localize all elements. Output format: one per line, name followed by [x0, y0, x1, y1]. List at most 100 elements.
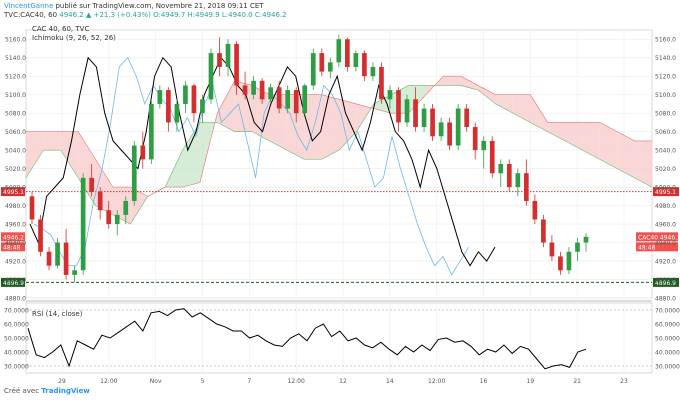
- candle-body: [80, 177, 86, 271]
- candle-body: [506, 164, 512, 188]
- horizontal-levels: 4995.1 4896.9 4995.1 4946.2 48:48 4896.9 CAC40…: [1, 187, 680, 287]
- candle-body: [72, 270, 77, 275]
- symbol-line: TVC:CAC40, 60 4946.2 ▲ +21.3 (+0.43%) O:…: [4, 11, 287, 19]
- x-tick-label: Nov: [150, 378, 162, 385]
- created-with-text: Créé avec: [4, 387, 40, 395]
- candle-body: [285, 90, 291, 109]
- candle-body: [310, 53, 316, 86]
- candle-body: [29, 196, 35, 220]
- y-tick-label-right: 4920.0: [655, 259, 676, 266]
- candle-body: [157, 90, 163, 104]
- candle-body: [268, 87, 273, 100]
- candle-body: [549, 242, 555, 257]
- x-tick-label: 16: [480, 378, 488, 385]
- candle-body: [515, 173, 521, 188]
- left-badge: [1, 242, 25, 252]
- price-badge-label: 48:48: [638, 244, 655, 251]
- cloud-segment: [617, 131, 635, 178]
- cloud-segment: [78, 131, 96, 206]
- candle-body: [55, 242, 60, 266]
- candles: [29, 34, 589, 283]
- x-tick-label: 7: [247, 378, 251, 385]
- left-badge-label: 4946.2: [3, 234, 24, 241]
- tenkan-kijun-line: [33, 57, 470, 276]
- price-line: [29, 56, 496, 267]
- rsi-tick-label-right: 30.0000: [655, 364, 680, 371]
- y-tick-label-left: 5120.0: [5, 74, 26, 81]
- change-text: 4946.2 ▲ +21.3 (+0.43%): [59, 11, 151, 19]
- rsi-line: [27, 308, 587, 370]
- candle-body: [217, 53, 222, 67]
- y-tick-label-right: 5140.0: [655, 55, 676, 62]
- grid: [26, 30, 652, 373]
- candle-body: [362, 53, 367, 77]
- y-tick-label-right: 5160.0: [655, 37, 676, 44]
- candle-body: [302, 85, 308, 114]
- y-tick-label-left: 4980.0: [5, 203, 26, 210]
- rsi-tick-label-right: 70.0000: [655, 308, 680, 315]
- level-badge-label: 4896.9: [655, 280, 676, 287]
- candle-body: [183, 85, 188, 104]
- cloud-segment: [339, 99, 357, 151]
- cloud-segment: [321, 94, 339, 160]
- cloud-segment: [512, 94, 531, 123]
- candle-body: [387, 90, 393, 100]
- price-badge: [636, 232, 678, 242]
- cloud-segment: [182, 122, 200, 188]
- candle-body: [421, 108, 427, 128]
- y-tick-label-left: 5020.0: [5, 166, 26, 173]
- rsi-tick-label-left: 70.0000: [4, 308, 29, 315]
- cloud-segment: [43, 131, 61, 151]
- y-tick-label-right: 5100.0: [655, 92, 676, 99]
- cloud-segment: [478, 85, 496, 104]
- y-tick-label-left: 4920.0: [5, 259, 26, 266]
- price-badge-label: CAC40 4946.2: [638, 234, 680, 241]
- candle-body: [447, 122, 452, 146]
- cloud-segment: [547, 122, 566, 141]
- chikou-span: [29, 56, 496, 267]
- candle-body: [166, 90, 171, 123]
- candle-body: [259, 80, 265, 100]
- rsi-tick-label-right: 50.0000: [655, 336, 680, 343]
- indicator-title: Ichimoku (9, 26, 52, 26): [32, 34, 116, 42]
- cloud-segment: [60, 131, 79, 178]
- x-tick-label: 12:00: [100, 378, 117, 385]
- candle-body: [200, 99, 205, 114]
- y-tick-label-left: 5040.0: [5, 148, 26, 155]
- candle-body: [191, 85, 197, 114]
- cloud-segment: [234, 80, 253, 132]
- y-tick-label-left: 4940.0: [5, 240, 26, 247]
- left-badge: [1, 277, 25, 287]
- y-tick-label-left: 4880.0: [5, 296, 26, 303]
- cloud-segment: [495, 94, 513, 114]
- candle-body: [566, 251, 572, 271]
- x-tick-label: 23: [620, 378, 628, 385]
- candle-body: [558, 256, 563, 271]
- x-tick-label: 5: [201, 378, 205, 385]
- y-tick-label-left: 5080.0: [5, 111, 26, 118]
- candle-body: [336, 39, 342, 63]
- rsi-tick-label-left: 50.0000: [4, 336, 29, 343]
- rsi-tick-label-left: 60.0000: [4, 322, 29, 329]
- cloud-segment: [634, 140, 652, 188]
- candle-body: [131, 145, 137, 201]
- candle-body: [140, 145, 146, 160]
- left-badge-label: 4896.9: [3, 280, 24, 287]
- candle-body: [430, 108, 435, 137]
- price-badge: [636, 242, 678, 252]
- senkou-span-b: [26, 75, 652, 197]
- chart-title: CAC 40, 60, TVC: [32, 25, 89, 33]
- author-link[interactable]: VincentGanne: [4, 2, 54, 10]
- candle-body: [455, 108, 461, 146]
- cloud-segment: [286, 94, 305, 160]
- cloud-segment: [373, 94, 392, 114]
- y-tick-label-right: 4900.0: [655, 277, 676, 284]
- cloud-segment: [26, 131, 44, 178]
- y-tick-label-right: 4940.0: [655, 240, 676, 247]
- candle-body: [438, 122, 444, 137]
- ichimoku-cloud: [25, 75, 653, 225]
- ohlc-text: O:4949.7 H:4949.9 L:4940.0 C:4946.2: [153, 11, 287, 19]
- tradingview-logo[interactable]: TradingView: [41, 387, 90, 395]
- y-tick-label-right: 5060.0: [655, 129, 676, 136]
